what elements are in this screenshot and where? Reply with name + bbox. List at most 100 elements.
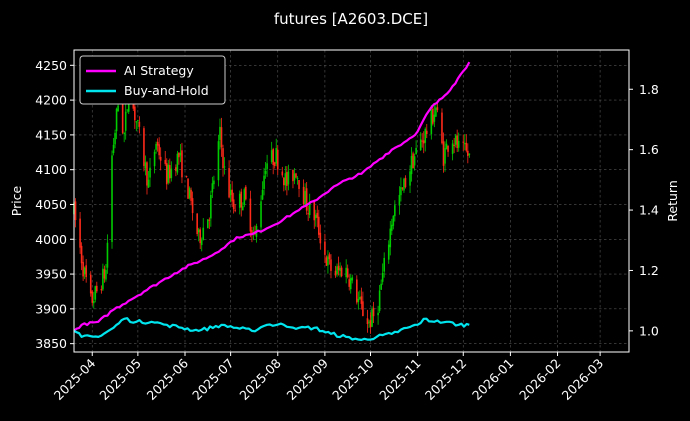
plot-frame (73, 49, 630, 353)
candle-body-up (381, 272, 384, 282)
y-left-tick-label: 4000 (35, 232, 67, 247)
candle-body-down (79, 218, 81, 248)
candle-body-down (453, 144, 455, 146)
candle-body-down (191, 198, 194, 214)
legend-label-buy-and-hold: Buy-and-Hold (124, 83, 209, 98)
candle-body-up (207, 219, 209, 229)
candle-body-up (410, 155, 413, 175)
candle-body-up (260, 201, 262, 228)
candle-body-up (287, 171, 290, 185)
candle-body-up (339, 267, 341, 272)
candle-body-down (103, 269, 106, 279)
candle-body-down (330, 259, 332, 271)
candle-body-up (457, 140, 460, 148)
candle-body-down (91, 291, 94, 303)
y-right-tick-label: 1.8 (639, 82, 659, 97)
candle-body-down (313, 201, 316, 221)
candle-body-down (89, 274, 92, 294)
candlestick-layer (73, 92, 471, 334)
y-right-tick-label: 1.0 (639, 323, 659, 338)
y-axis-right-label: Return (665, 180, 680, 221)
candle-body-down (232, 199, 235, 210)
candle-body-down (348, 279, 351, 287)
candle-body-down (222, 148, 224, 169)
candle-body-down (121, 102, 124, 133)
candle-body-down (181, 150, 183, 178)
candle-body-up (389, 228, 392, 248)
candle-body-up (127, 100, 130, 112)
candle-body-down (281, 171, 284, 176)
chart-title: futures [A2603.DCE] (274, 10, 428, 28)
candle-body-up (170, 168, 173, 179)
candle-body-up (445, 143, 448, 150)
candle-body-up (409, 171, 411, 186)
candle-body-up (238, 193, 241, 208)
candle-body-down (272, 149, 274, 165)
candle-body-up (430, 109, 433, 135)
candle-body-up (424, 128, 427, 143)
candle-body-up (383, 257, 385, 272)
candle-body-down (168, 165, 171, 179)
candle-body-up (179, 152, 182, 156)
candle-body-down (334, 270, 337, 276)
candle-body-down (85, 265, 87, 278)
candle-body-down (100, 289, 103, 291)
candle-body-down (366, 318, 369, 325)
candle-body-up (444, 148, 446, 164)
candle-body-down (196, 213, 198, 235)
candle-body-down (421, 140, 424, 142)
candle-body-up (390, 224, 393, 231)
candle-body-down (185, 176, 188, 178)
candle-body-down (187, 178, 189, 199)
y-left-tick-label: 4250 (35, 58, 67, 73)
candle-body-down (425, 130, 428, 134)
candle-body-up (451, 143, 454, 154)
candle-body-down (231, 189, 233, 202)
candle-body-up (359, 297, 361, 299)
candle-body-down (447, 145, 449, 152)
candle-body-down (251, 230, 253, 236)
candle-body-up (368, 321, 370, 323)
series-line-ai-strategy (73, 61, 471, 332)
y-left-tick-label: 3950 (35, 267, 67, 282)
candle-body-up (415, 147, 417, 155)
candle-body-up (380, 283, 382, 290)
candle-body-down (456, 135, 458, 149)
legend-label-ai-strategy: AI Strategy (124, 63, 194, 78)
candle-body-up (296, 177, 299, 179)
candle-body-up (454, 135, 457, 145)
y-left-tick-label: 3900 (35, 301, 67, 316)
candle-body-up (394, 205, 396, 217)
candle-body-down (318, 216, 320, 235)
candle-body-up (419, 139, 422, 151)
candle-body-up (92, 300, 95, 304)
candle-body-up (123, 132, 125, 134)
y-left-tick-label: 4050 (35, 197, 67, 212)
candle-body-down (302, 186, 305, 205)
candle-body-down (96, 285, 98, 292)
candle-body-down (146, 162, 148, 186)
candle-body-down (307, 213, 309, 215)
candle-body-up (124, 111, 127, 131)
candle-body-up (153, 151, 156, 167)
candle-body-up (264, 170, 267, 174)
candle-body-down (82, 262, 84, 277)
candle-body-up (94, 286, 97, 300)
y-right-tick-label: 1.2 (639, 263, 659, 278)
candle-body-up (403, 178, 405, 191)
candle-body-up (435, 107, 437, 117)
candle-body-down (432, 108, 434, 124)
candle-body-up (155, 143, 157, 150)
candle-body-up (114, 132, 116, 145)
candle-body-up (400, 187, 402, 196)
candle-body-up (111, 155, 113, 243)
candle-body-up (112, 144, 115, 153)
candle-body-up (241, 206, 244, 211)
candle-body-down (80, 245, 83, 264)
candle-body-up (377, 312, 379, 316)
candle-body-up (357, 298, 360, 302)
candle-body-up (106, 242, 109, 268)
candle-body-up (144, 162, 147, 169)
candle-body-up (135, 121, 138, 123)
